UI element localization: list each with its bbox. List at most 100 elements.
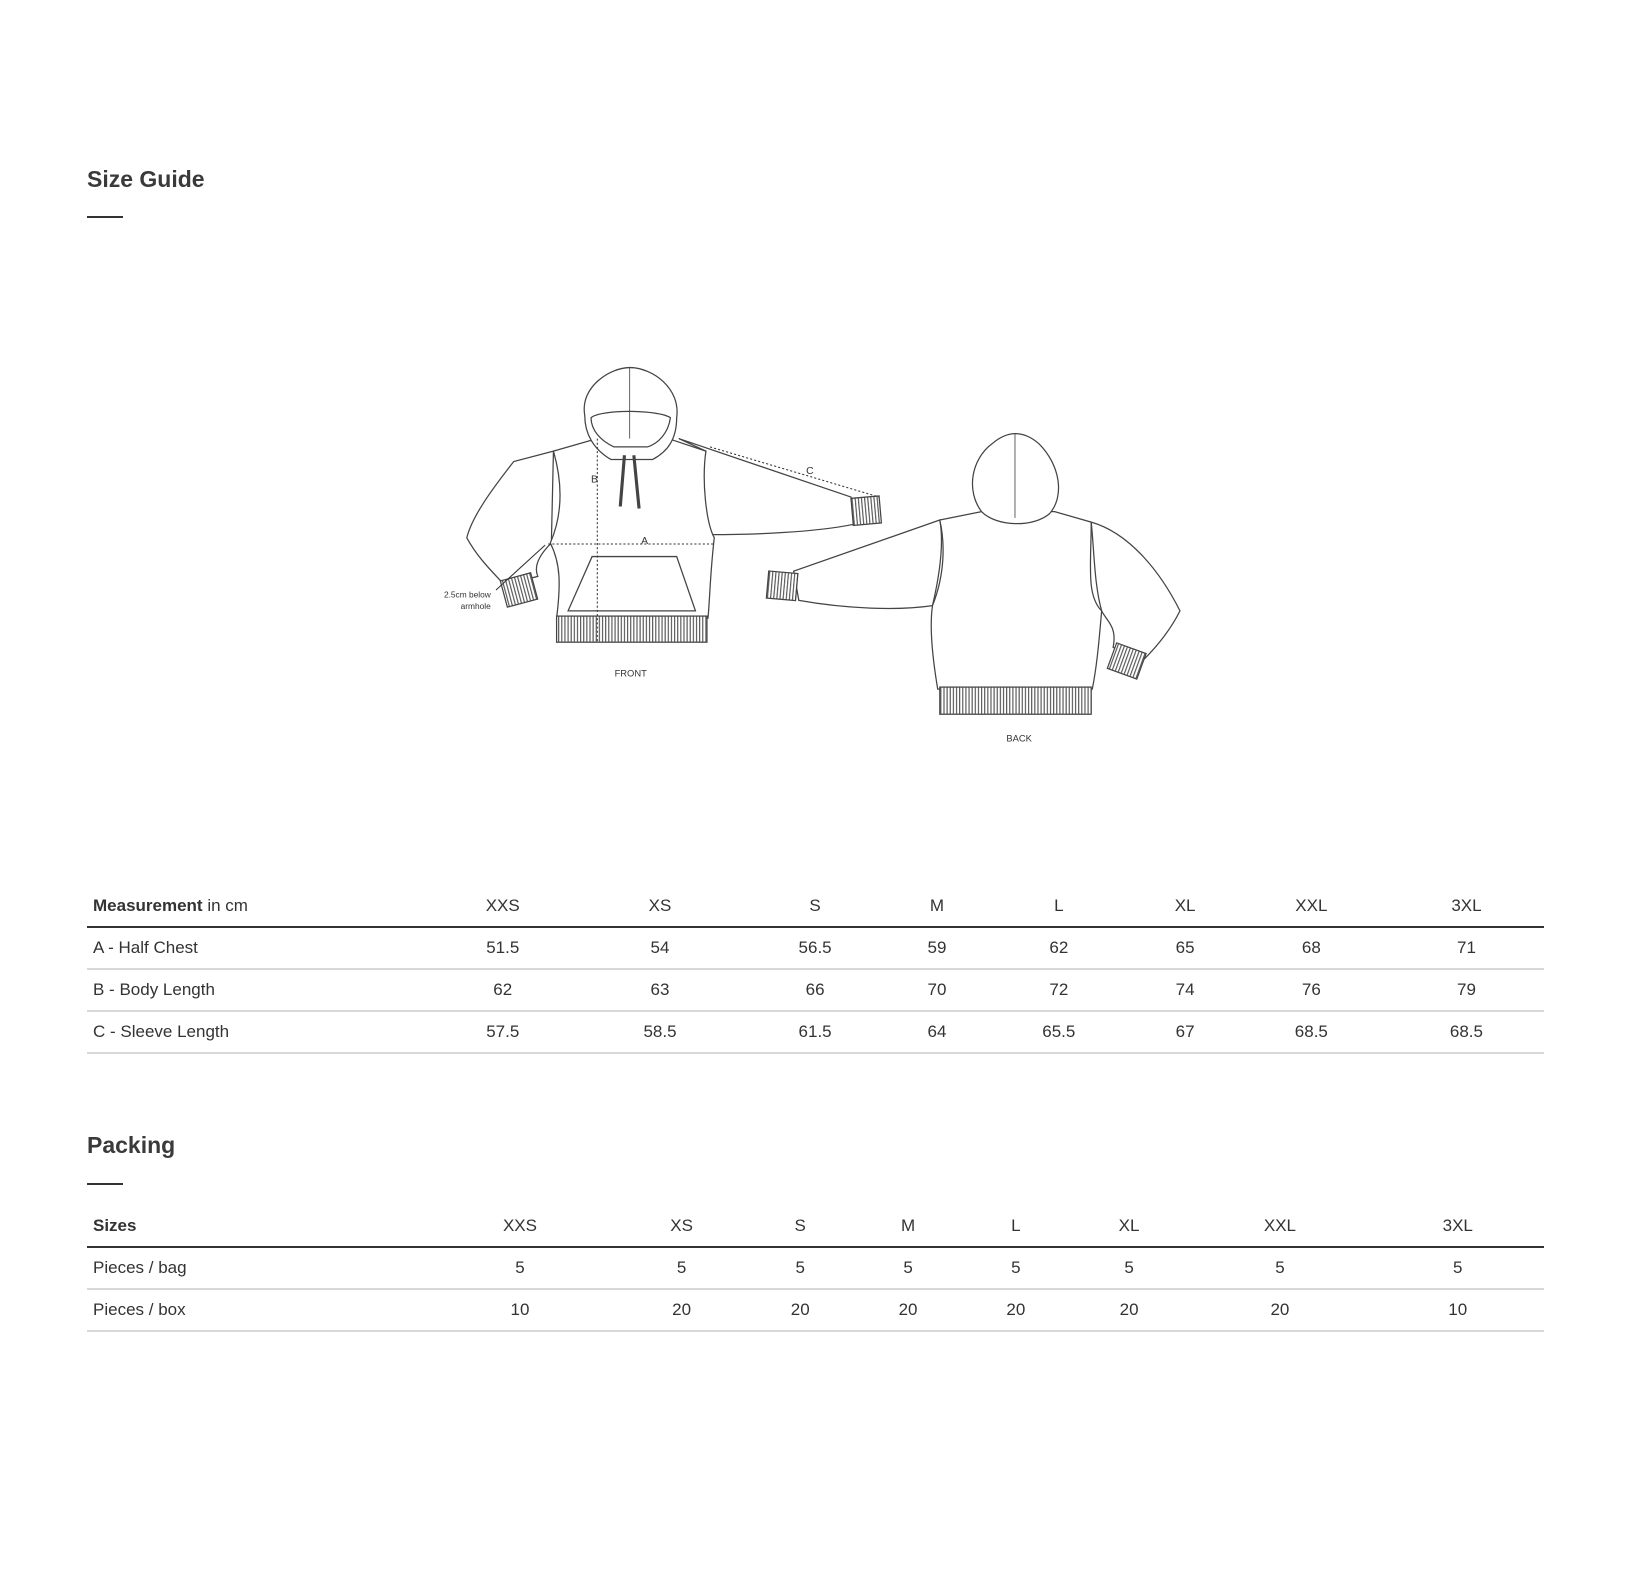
header-measurement: Measurement in cm [87, 886, 423, 928]
cell-value: 58.5 [582, 1011, 738, 1054]
cell-value: 65 [1136, 927, 1234, 970]
cell-value: 5 [616, 1247, 747, 1290]
size-table: Measurement in cm XXS XS S M L XL XXL 3X… [87, 886, 1544, 1054]
table-row: B - Body Length 62 63 66 70 72 74 76 79 [87, 969, 1544, 1012]
front-right-cuff [850, 495, 883, 527]
cell-value: 64 [892, 1011, 982, 1054]
cell-value: 76 [1233, 969, 1389, 1012]
note-line-1: 2.5cm below [444, 589, 492, 599]
cell-value: 5 [961, 1247, 1070, 1290]
cell-value: 5 [746, 1247, 855, 1290]
cell-value: 70 [892, 969, 982, 1012]
size-guide-underline [87, 216, 123, 218]
cell-value: 66 [737, 969, 893, 1012]
row-label: Pieces / box [87, 1289, 423, 1332]
size-header: XXL [1233, 886, 1389, 928]
label-b: B [591, 474, 598, 485]
back-right-sleeve [1090, 521, 1181, 661]
cell-value: 20 [616, 1289, 747, 1332]
cell-value: 20 [746, 1289, 855, 1332]
label-a: A [641, 536, 648, 547]
measure-lines [495, 438, 880, 643]
size-header: L [961, 1206, 1070, 1248]
cell-value: 61.5 [737, 1011, 893, 1054]
cell-value: 5 [1371, 1247, 1544, 1290]
cell-value: 5 [854, 1247, 962, 1290]
size-header: 3XL [1388, 886, 1544, 928]
drawstring-left [618, 455, 627, 507]
cell-value: 20 [1188, 1289, 1372, 1332]
cell-value: 63 [582, 969, 738, 1012]
cell-value: 20 [961, 1289, 1070, 1332]
size-header: XXS [423, 1206, 617, 1248]
table-row: C - Sleeve Length 57.5 58.5 61.5 64 65.5 67 68.… [87, 1011, 1544, 1054]
row-label: A - Half Chest [87, 927, 423, 970]
table-row: Pieces / bag 5 5 5 5 5 5 5 5 [87, 1247, 1544, 1290]
size-header: S [746, 1206, 855, 1248]
measure-c-line [709, 446, 880, 498]
packing-underline [87, 1183, 123, 1185]
cell-value: 59 [892, 927, 982, 970]
cell-value: 79 [1388, 969, 1544, 1012]
cell-value: 56.5 [737, 927, 893, 970]
size-header: 3XL [1371, 1206, 1544, 1248]
packing-table-header: Sizes XXS XS S M L XL XXL 3XL [87, 1206, 1544, 1248]
cell-value: 65.5 [981, 1011, 1137, 1054]
size-header: S [737, 886, 893, 928]
front-label: FRONT [615, 668, 648, 679]
cell-value: 71 [1388, 927, 1544, 970]
size-header: XL [1136, 886, 1234, 928]
cell-value: 62 [981, 927, 1137, 970]
size-header: M [854, 1206, 962, 1248]
front-pocket [567, 555, 697, 612]
table-row: A - Half Chest 51.5 54 56.5 59 62 65 68 71 [87, 927, 1544, 970]
cell-value: 57.5 [423, 1011, 583, 1054]
drawstring-right [632, 455, 641, 509]
back-hood [971, 432, 1060, 525]
back-right-cuff [1106, 642, 1147, 680]
back-label: BACK [1006, 732, 1032, 743]
cell-value: 5 [423, 1247, 617, 1290]
front-hoodie [466, 366, 883, 643]
size-header: L [981, 886, 1137, 928]
cell-value: 51.5 [423, 927, 583, 970]
size-header: XXS [423, 886, 583, 928]
cell-value: 62 [423, 969, 583, 1012]
size-table-header: Measurement in cm XXS XS S M L XL XXL 3X… [87, 886, 1544, 928]
size-header: M [892, 886, 982, 928]
packing-title: Packing [87, 1132, 176, 1158]
size-header: XL [1069, 1206, 1189, 1248]
back-waistband [939, 686, 1092, 715]
back-body [930, 511, 1103, 690]
cell-value: 68 [1233, 927, 1389, 970]
row-label: B - Body Length [87, 969, 423, 1012]
front-left-cuff [499, 572, 539, 608]
table-row: Pieces / box 10 20 20 20 20 20 20 10 [87, 1289, 1544, 1332]
cell-value: 68.5 [1233, 1011, 1389, 1054]
packing-table: Sizes XXS XS S M L XL XXL 3XL Pieces / b… [87, 1206, 1544, 1332]
header-sizes: Sizes [87, 1206, 423, 1248]
cell-value: 72 [981, 969, 1137, 1012]
cell-value: 68.5 [1388, 1011, 1544, 1054]
size-header: XS [582, 886, 738, 928]
back-left-cuff [765, 570, 799, 602]
cell-value: 67 [1136, 1011, 1234, 1054]
size-guide-title: Size Guide [87, 166, 205, 192]
size-header: XS [616, 1206, 747, 1248]
back-left-sleeve [792, 519, 943, 610]
note-line-2: armhole [461, 601, 492, 611]
label-c: C [806, 466, 814, 477]
cell-value: 20 [854, 1289, 962, 1332]
row-label: Pieces / bag [87, 1247, 423, 1290]
row-label: C - Sleeve Length [87, 1011, 423, 1054]
cell-value: 20 [1069, 1289, 1189, 1332]
cell-value: 5 [1069, 1247, 1189, 1290]
back-hoodie [765, 432, 1181, 715]
cell-value: 74 [1136, 969, 1234, 1012]
cell-value: 54 [582, 927, 738, 970]
note-arrow [495, 544, 546, 591]
front-waistband [555, 615, 708, 643]
cell-value: 5 [1188, 1247, 1372, 1290]
size-header: XXL [1188, 1206, 1372, 1248]
